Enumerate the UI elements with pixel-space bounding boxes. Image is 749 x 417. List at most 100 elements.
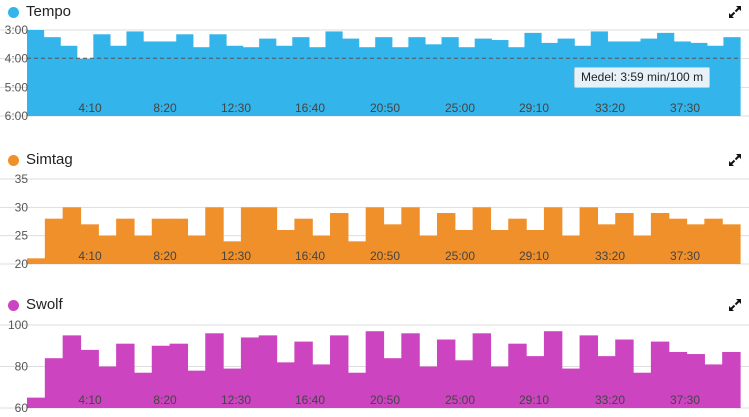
bar[interactable] (44, 358, 64, 408)
bar[interactable] (126, 31, 144, 116)
bar[interactable] (151, 218, 171, 264)
bar[interactable] (223, 241, 242, 264)
bar[interactable] (347, 372, 367, 408)
bar[interactable] (60, 45, 78, 117)
bar[interactable] (294, 341, 313, 408)
bar[interactable] (192, 47, 210, 117)
bar[interactable] (633, 372, 652, 408)
bar[interactable] (347, 241, 367, 264)
simtag-chart[interactable]: 35 30 25 20 4:10 8:20 12:30 16:40 20:50 25:00 29:1… (0, 170, 749, 273)
bar[interactable] (312, 364, 331, 408)
bar[interactable] (543, 207, 563, 264)
bar[interactable] (80, 224, 99, 264)
bar[interactable] (401, 207, 420, 264)
expand-arrows-icon[interactable] (727, 152, 743, 168)
bar[interactable] (294, 218, 313, 264)
bar[interactable] (383, 224, 402, 264)
bar[interactable] (259, 38, 277, 116)
bar[interactable] (330, 213, 349, 264)
bar[interactable] (408, 37, 426, 116)
bar[interactable] (722, 224, 741, 264)
bar[interactable] (223, 368, 242, 408)
bar[interactable] (704, 218, 723, 264)
bar[interactable] (541, 42, 559, 116)
bar[interactable] (169, 218, 189, 264)
bar[interactable] (159, 41, 177, 116)
bar[interactable] (419, 235, 438, 264)
bar[interactable] (27, 258, 46, 264)
bar[interactable] (391, 47, 409, 117)
bar[interactable] (490, 366, 509, 409)
bar[interactable] (187, 235, 206, 264)
bar[interactable] (240, 207, 260, 264)
bar[interactable] (276, 362, 295, 408)
bar[interactable] (98, 366, 117, 409)
bar[interactable] (615, 213, 634, 264)
bar[interactable] (650, 341, 670, 408)
bar[interactable] (27, 30, 45, 116)
bar[interactable] (93, 34, 111, 116)
bar[interactable] (579, 207, 598, 264)
bar[interactable] (561, 235, 581, 264)
bar[interactable] (205, 207, 224, 264)
bar[interactable] (722, 351, 741, 408)
bar[interactable] (133, 235, 153, 264)
bar[interactable] (543, 331, 563, 408)
bar[interactable] (650, 213, 670, 264)
bar[interactable] (458, 47, 476, 117)
bar[interactable] (27, 397, 46, 408)
swolf-chart[interactable]: 100 80 60 4:10 8:20 12:30 16:40 20:50 25:00 29:10… (0, 315, 749, 417)
bar[interactable] (133, 372, 153, 408)
bar[interactable] (242, 47, 260, 117)
bar[interactable] (176, 34, 194, 116)
bar[interactable] (342, 38, 360, 116)
bar[interactable] (330, 335, 349, 408)
bar[interactable] (187, 370, 206, 408)
bar[interactable] (597, 224, 616, 264)
bar[interactable] (668, 218, 688, 264)
bar[interactable] (151, 345, 171, 408)
bar[interactable] (358, 47, 376, 117)
bar[interactable] (507, 47, 526, 117)
bar[interactable] (44, 218, 64, 264)
bar[interactable] (508, 343, 527, 408)
bar[interactable] (424, 44, 443, 116)
bar[interactable] (98, 235, 117, 264)
bar[interactable] (375, 37, 393, 116)
bar[interactable] (62, 207, 82, 264)
bar[interactable] (441, 37, 459, 116)
bar[interactable] (723, 37, 741, 116)
bar[interactable] (312, 235, 331, 264)
bar[interactable] (419, 366, 438, 409)
bar[interactable] (292, 37, 310, 116)
expand-arrows-icon[interactable] (727, 297, 743, 313)
bar[interactable] (579, 335, 598, 408)
bar[interactable] (561, 368, 581, 408)
bar[interactable] (62, 335, 82, 408)
bar[interactable] (76, 58, 94, 116)
bar[interactable] (209, 34, 227, 116)
bar[interactable] (526, 230, 545, 264)
bar[interactable] (258, 207, 278, 264)
bar[interactable] (258, 335, 278, 408)
bar[interactable] (109, 45, 128, 117)
bar[interactable] (436, 339, 456, 408)
bar[interactable] (524, 32, 542, 116)
bar[interactable] (365, 331, 385, 408)
bar[interactable] (686, 224, 705, 264)
bar[interactable] (474, 38, 492, 116)
bar[interactable] (116, 218, 135, 264)
bar[interactable] (668, 351, 688, 408)
bar[interactable] (116, 343, 135, 408)
bar[interactable] (436, 213, 456, 264)
bar[interactable] (80, 349, 99, 408)
bar[interactable] (276, 230, 295, 264)
bar[interactable] (383, 358, 402, 408)
bar[interactable] (365, 207, 385, 264)
bar[interactable] (225, 45, 244, 117)
bar[interactable] (706, 45, 725, 117)
bar[interactable] (686, 354, 705, 408)
bar[interactable] (472, 333, 492, 408)
tempo-chart[interactable]: 3:00 4:00 5:00 6:00 4:10 8:20 12:30 16:40 20:50 2… (0, 22, 749, 125)
bar[interactable] (325, 31, 343, 116)
